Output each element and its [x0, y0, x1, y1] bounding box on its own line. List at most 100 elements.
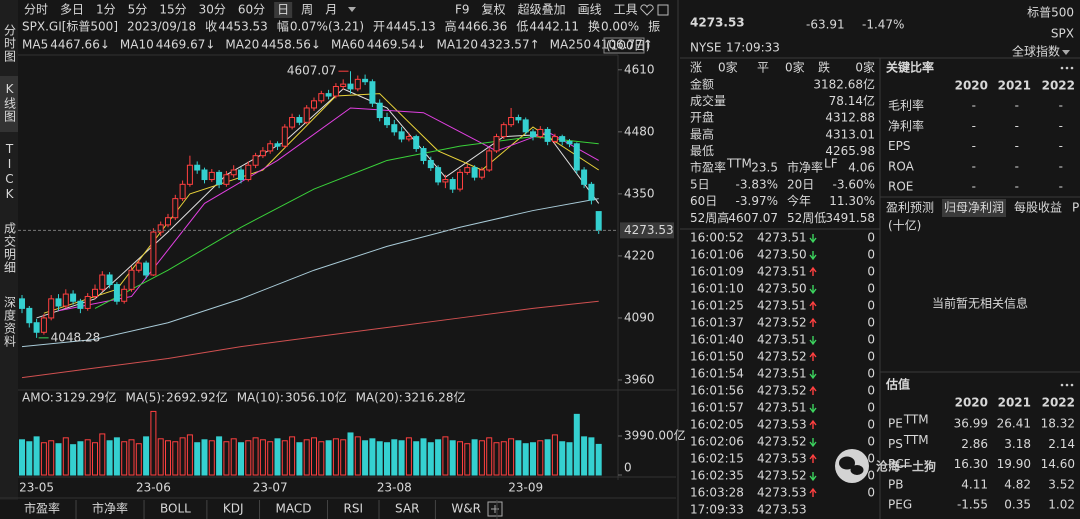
period-tab[interactable]: 30分	[199, 3, 226, 17]
period-tab[interactable]: 15分	[159, 3, 186, 17]
indicator-tab[interactable]: MACD	[276, 502, 312, 516]
ratio-value: -	[1059, 180, 1063, 194]
candle-body	[194, 164, 201, 171]
volume-bar	[311, 437, 317, 476]
market-selector[interactable]: 全球指数	[1012, 44, 1060, 59]
tick-trend-arrow	[809, 419, 817, 429]
valuation-value: 1.02	[1048, 498, 1075, 512]
indicator-tab[interactable]: RSI	[344, 502, 364, 516]
sidebar-tab[interactable]: 成交明细	[3, 222, 17, 274]
candle-body	[581, 169, 588, 185]
forecast-tab[interactable]: 归母净利润	[944, 201, 1004, 215]
add-tab-icon[interactable]	[487, 501, 503, 517]
info-value: 4442.11	[529, 20, 579, 34]
exchange: NYSE	[690, 41, 722, 55]
volume-bar	[179, 437, 186, 476]
valuation-label: PEG	[888, 498, 912, 512]
candle-body	[303, 107, 310, 123]
tick-price: 4273.53	[757, 452, 807, 466]
candle-body	[530, 131, 536, 138]
stat-label: 开盘	[690, 110, 714, 125]
info-value: 0.07%(3.21)	[290, 20, 364, 34]
candle-body	[413, 136, 420, 150]
tick-time: 16:01:37	[690, 316, 744, 330]
tool-button[interactable]: 复权	[482, 3, 506, 17]
tick-price: 4273.51	[757, 401, 807, 415]
x-tick-label: 23-05	[19, 481, 54, 495]
tool-button[interactable]: F9	[455, 3, 470, 17]
volume-bar	[238, 442, 244, 476]
tool-button[interactable]: 超级叠加	[518, 2, 566, 17]
period-tab[interactable]: 多日	[60, 3, 84, 17]
more-icon[interactable]	[1060, 383, 1074, 387]
indicator-tab[interactable]: SAR	[395, 502, 419, 516]
candle-body	[84, 295, 91, 309]
volume-bar	[457, 441, 463, 476]
tick-trend-arrow	[809, 472, 817, 482]
volume-bar	[157, 438, 164, 476]
candle-body	[128, 269, 135, 290]
forecast-tab[interactable]: 盈利预测	[886, 201, 934, 215]
tick-trend-arrow	[809, 266, 817, 276]
period-tab[interactable]: 1分	[96, 3, 116, 17]
valuation-value: 4.11	[961, 477, 988, 491]
tick-volume: 0	[867, 265, 875, 279]
period-button-bg[interactable]	[603, 37, 645, 54]
more-icon[interactable]	[1060, 66, 1074, 70]
volume-bar	[340, 439, 347, 476]
indicator-tab[interactable]: W&R	[451, 502, 481, 516]
volume-bar	[259, 439, 266, 476]
sidebar-tab[interactable]: K线图	[3, 82, 17, 123]
period-tab[interactable]: 周	[301, 3, 313, 17]
forecast-tab[interactable]: 每股收益	[1014, 200, 1062, 215]
volume-bar	[537, 440, 544, 476]
candle-body	[493, 136, 500, 152]
candle-body	[223, 174, 230, 185]
tick-price: 4273.52	[757, 435, 807, 449]
candle-body	[259, 150, 266, 157]
period-button[interactable]: (100日)	[606, 39, 650, 53]
market-dropdown[interactable]	[1062, 50, 1070, 55]
candle-body	[106, 274, 113, 286]
tick-volume: 0	[867, 299, 875, 313]
sidebar-tab[interactable]: 分时图	[3, 24, 17, 63]
volume-bar	[40, 442, 47, 476]
volume-bar	[522, 443, 529, 476]
tick-price: 4273.51	[757, 367, 807, 381]
volume-bar	[208, 440, 215, 476]
info-label: 振	[648, 20, 660, 34]
candle-body	[172, 198, 179, 219]
period-tab[interactable]: 分时	[24, 3, 48, 17]
x-tick-label: 23-07	[253, 481, 288, 495]
sidebar-tab[interactable]: 深度资料	[3, 296, 17, 348]
forecast-tab[interactable]: PE	[1072, 201, 1080, 215]
volume-bar	[121, 441, 128, 476]
period-tab[interactable]: 5分	[128, 3, 148, 17]
period-tab[interactable]: 60分	[238, 3, 265, 17]
volume-bar	[347, 432, 354, 476]
tool-button[interactable]: 画线	[578, 3, 602, 17]
ma-legend-value: 4106.77↑	[593, 38, 653, 52]
tool-button[interactable]: 工具	[614, 3, 638, 17]
tick-time: 16:01:25	[690, 299, 744, 313]
tick-volume: 0	[867, 367, 875, 381]
candle-body	[252, 155, 259, 166]
period-tab[interactable]: 日	[277, 3, 289, 17]
favorite-icon[interactable]	[640, 4, 654, 16]
indicator-tab[interactable]: KDJ	[223, 502, 244, 516]
tick-trend-arrow	[809, 453, 817, 463]
period-tab[interactable]: 月	[325, 3, 337, 17]
indicator-tab[interactable]: 市盈率	[24, 501, 60, 516]
indicator-tab[interactable]: BOLL	[160, 502, 191, 516]
volume-bar	[128, 439, 135, 476]
indicator-tab[interactable]: 市净率	[92, 501, 128, 516]
y-tick-label: 4090	[624, 310, 655, 324]
x-tick-label: 23-08	[377, 481, 412, 495]
dropdown-icon[interactable]	[348, 7, 356, 12]
window-icon[interactable]	[657, 4, 669, 16]
x-tick-label: 23-09	[508, 481, 543, 495]
sidebar-tab[interactable]: TICK	[3, 142, 17, 202]
candle-body	[165, 217, 171, 226]
y-tick-label: 4220	[624, 248, 655, 262]
candle-body	[391, 124, 398, 133]
